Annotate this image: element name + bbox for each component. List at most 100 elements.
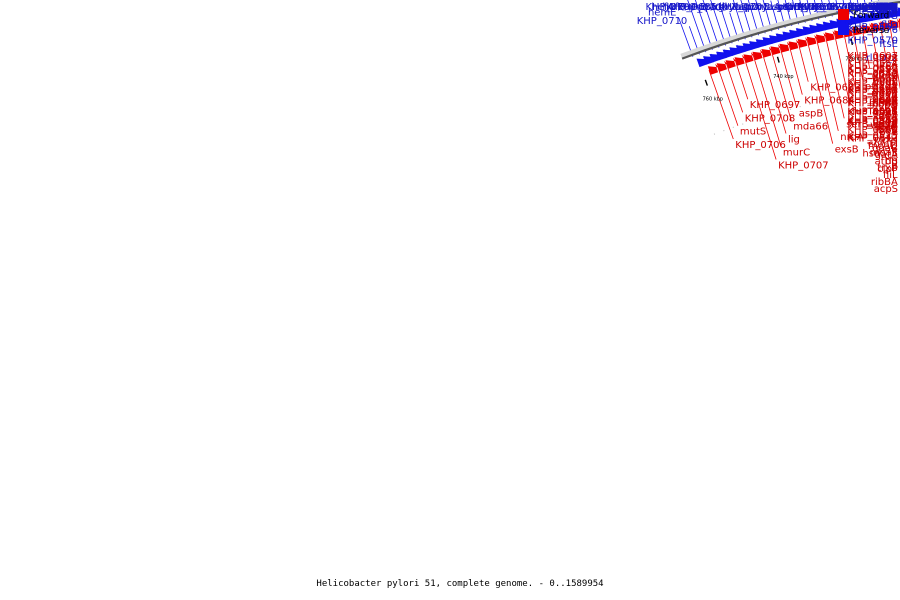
- reverse-gene-label: hefB: [662, 2, 685, 13]
- forward-gene-label: fecA: [876, 59, 898, 70]
- label-connector-lines: [678, 0, 900, 160]
- forward-label-connector: [852, 30, 864, 81]
- reverse-label-connector: [784, 0, 793, 27]
- reverse-gene-label: KHP_0667: [783, 2, 834, 13]
- forward-gene-label: KHP_0708: [745, 113, 796, 124]
- reverse-gene-label: uvrC: [875, 2, 898, 13]
- reverse-gene-label: xerC: [875, 2, 898, 13]
- reverse-gene-label: ftsE: [879, 39, 898, 50]
- reverse-gene-label: KHP_0570: [847, 36, 898, 47]
- forward-gene-label: ribA: [878, 119, 898, 130]
- forward-gene-label: mda66: [793, 122, 828, 133]
- forward-gene-label: tyrS: [878, 125, 898, 136]
- forward-gene-label: KHP_0610: [847, 119, 898, 130]
- forward-gene-label: KHP_0554: [847, 58, 898, 69]
- reverse-gene-label: murA: [777, 2, 804, 13]
- reverse-gene-label: gcpE: [776, 2, 801, 13]
- forward-gene-label: KHP_0598: [847, 53, 898, 64]
- forward-gene-label: KHP_0601: [847, 88, 898, 99]
- forward-gene-label: KHP_0597: [847, 107, 898, 118]
- reverse-gene-label: acnB: [873, 2, 898, 13]
- reverse-gene-label: KHP_0543: [847, 2, 898, 13]
- reverse-gene-label: KHP_0515: [847, 2, 898, 13]
- forward-label-connector: [843, 32, 857, 94]
- reverse-label-connector: [792, 0, 799, 25]
- reverse-gene-block: [877, 9, 889, 20]
- reverse-gene-label: KHP_0616: [847, 2, 898, 13]
- forward-gene-block: [725, 57, 737, 69]
- reverse-gene-label: moeB: [869, 2, 898, 13]
- forward-gene-block: [824, 30, 836, 42]
- forward-gene-label: KHP_0644: [847, 94, 898, 105]
- reverse-gene-label: ftsY: [879, 2, 898, 13]
- forward-gene-label: exsB: [835, 145, 859, 156]
- reverse-gene-label: KHP_0674: [797, 2, 848, 13]
- reverse-gene-label: KHP_0511: [847, 2, 898, 13]
- reverse-gene-label: KHP_0685: [666, 2, 717, 13]
- forward-label-connector: [761, 52, 787, 134]
- reverse-gene-label: trxB: [877, 2, 898, 13]
- reverse-gene-label: KHP_0576: [847, 25, 898, 36]
- reverse-label-connector: [835, 0, 840, 16]
- reverse-gene-label: acrB: [684, 2, 707, 13]
- forward-gene-block: [761, 46, 773, 58]
- forward-label-connector: [735, 60, 749, 100]
- forward-gene-label: pyrH: [874, 134, 898, 145]
- forward-gene-label: nrdA: [840, 132, 864, 143]
- forward-label-connector: [806, 40, 834, 144]
- forward-label-connector: [889, 23, 900, 90]
- reverse-gene-label: KHP_0564: [847, 6, 898, 17]
- forward-gene-block: [770, 44, 782, 55]
- forward-gene-label: KHP_0565: [847, 87, 898, 98]
- forward-gene-label: guaB: [872, 144, 898, 155]
- forward-gene-label: KHP_0517: [847, 134, 898, 145]
- reverse-gene-label: motA: [871, 2, 898, 13]
- reverse-gene-block: [822, 19, 835, 31]
- reverse-gene-label: atoE: [876, 2, 899, 13]
- reverse-gene-label: KHP_0615: [847, 2, 898, 13]
- reverse-label-connector: [710, 0, 726, 46]
- reverse-gene-label: lolC: [879, 2, 898, 13]
- reverse-gene-label: KHP_0710: [637, 16, 688, 27]
- forward-gene-label: acpS: [874, 184, 898, 195]
- forward-gene-label: moaD: [868, 141, 898, 152]
- forward-gene-block: [806, 34, 818, 46]
- forward-gene-label: clpP: [877, 164, 898, 175]
- reverse-gene-label: hydB: [832, 2, 858, 13]
- forward-gene-label: dat1: [875, 108, 898, 119]
- forward-gene-label: feoB: [875, 124, 898, 135]
- forward-gene-label: gpt: [881, 53, 898, 64]
- reverse-gene-label: flaG: [878, 11, 898, 22]
- forward-label-connector: [770, 50, 792, 121]
- reverse-gene-label: rnhA: [874, 2, 898, 13]
- forward-gene-label: KHP_0642: [847, 132, 898, 143]
- scale-tick-label: 740 kbp: [773, 74, 793, 80]
- reverse-gene-label: KHP_0677: [847, 2, 898, 13]
- genome-backbone: [680, 0, 900, 136]
- reverse-gene-label: KHP_0624: [847, 2, 898, 13]
- forward-gene-label: KHP_0600: [847, 76, 898, 87]
- reverse-gene-label: pgpA: [872, 2, 898, 13]
- forward-gene-block: [852, 25, 864, 36]
- forward-gene-label: KHP_0582: [847, 68, 898, 79]
- forward-gene-block: [716, 60, 728, 72]
- forward-gene-label: KHP_0560: [847, 99, 898, 110]
- forward-gene-label: lig: [788, 135, 800, 146]
- reverse-gene-label: galU: [875, 2, 898, 13]
- reverse-gene-label: hyaC: [798, 2, 823, 13]
- forward-gene-label: KHP_0549: [847, 116, 898, 127]
- reverse-gene-label: KHP_0587: [847, 2, 898, 13]
- reverse-gene-label: KHP_0606: [847, 2, 898, 13]
- reverse-gene-label: pcnB: [745, 2, 770, 13]
- forward-label-connector: [870, 26, 891, 132]
- reverse-label-connector: [747, 0, 759, 36]
- scale-tick-label: 720 kbp: [845, 57, 865, 63]
- forward-gene-label: rpoZ: [874, 77, 898, 88]
- forward-gene-label: KHP_0593: [847, 85, 898, 96]
- reverse-gene-label: gatB: [871, 2, 894, 13]
- reverse-gene-label: trx1: [878, 2, 898, 13]
- reverse-gene-block: [863, 11, 875, 23]
- reverse-gene-label: ymxG: [813, 2, 842, 13]
- forward-gene-label: hsdS_5: [862, 149, 898, 160]
- reverse-gene-label: KHP_0671: [801, 2, 852, 13]
